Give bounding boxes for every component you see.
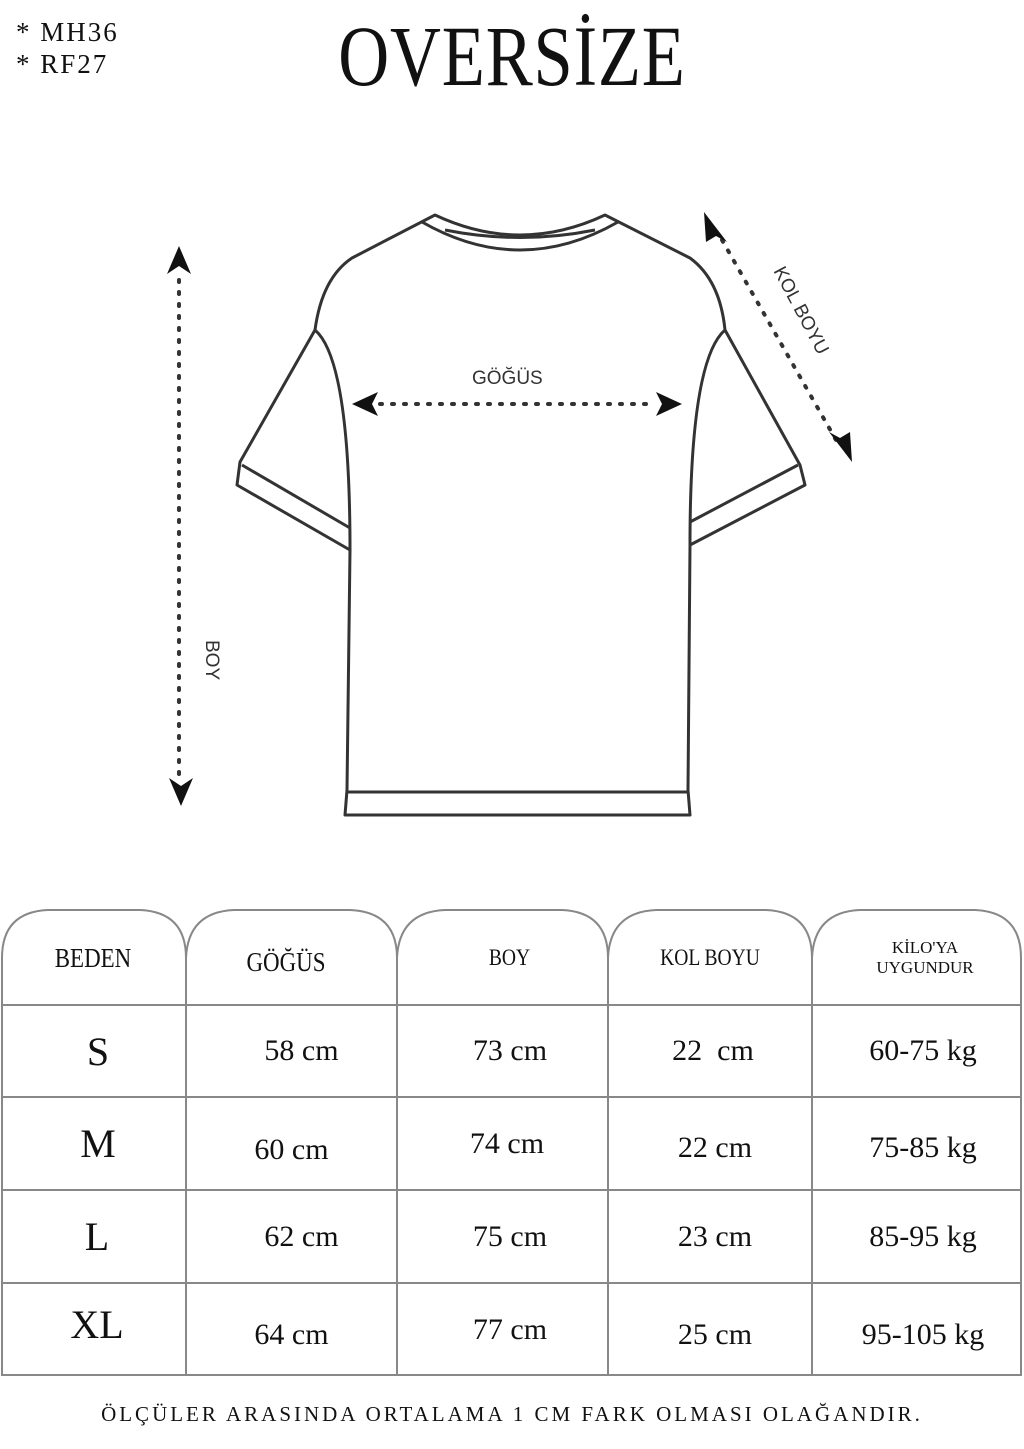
sleeve-cell: 23 cm — [677, 1219, 753, 1253]
length-cell: 74 cm — [469, 1126, 545, 1160]
tshirt-outline — [235, 213, 807, 817]
size-table: BEDEN GÖĞÜS BOY KOL BOYU KİLO'YA UYGUNDU… — [0, 908, 1024, 1378]
chest-label: GÖĞÜS — [472, 368, 543, 389]
size-cell: XL — [70, 1302, 124, 1347]
left-cuff — [241, 463, 351, 530]
product-code: * RF27 — [16, 49, 109, 79]
size-cell: L — [84, 1214, 110, 1259]
length-cell: 73 cm — [472, 1034, 548, 1067]
right-cuff — [689, 463, 799, 524]
sleeve-cell: 25 cm — [677, 1317, 753, 1351]
sleeve-cell: 22 cm — [672, 1034, 754, 1067]
chest-cell: 60 cm — [254, 1132, 329, 1166]
length-cell: 75 cm — [472, 1219, 548, 1253]
page-title: OVERSİZE — [338, 8, 686, 104]
header-kol-boyu: KOL BOYU — [660, 945, 760, 970]
chest-cell: 64 cm — [254, 1317, 329, 1351]
header-gogus: GÖĞÜS — [246, 946, 326, 977]
chest-cell: 62 cm — [264, 1219, 339, 1253]
size-cell: S — [86, 1028, 110, 1074]
header-beden: BEDEN — [54, 942, 132, 973]
product-codes: * MH36 * RF27 — [16, 16, 119, 80]
weight-cell: 95-105 kg — [861, 1317, 985, 1351]
length-cell: 77 cm — [472, 1312, 548, 1346]
sleeve-cell: 22 cm — [677, 1130, 753, 1164]
product-code: * MH36 — [16, 17, 119, 47]
footer-note: ÖLÇÜLER ARASINDA ORTALAMA 1 CM FARK OLMA… — [101, 1402, 923, 1426]
table-grid — [1, 909, 1022, 1376]
right-armhole — [688, 328, 727, 546]
header-boy: BOY — [488, 945, 531, 970]
header-kilo: KİLO'YA UYGUNDUR — [876, 938, 974, 977]
tshirt-diagram — [167, 212, 852, 817]
left-armhole — [313, 328, 352, 551]
chest-cell: 58 cm — [264, 1034, 339, 1067]
weight-cell: 85-95 kg — [869, 1219, 977, 1253]
measure-arrows — [167, 212, 852, 806]
collar — [421, 220, 619, 252]
weight-cell: 60-75 kg — [869, 1034, 977, 1067]
weight-cell: 75-85 kg — [869, 1130, 977, 1164]
size-cell: M — [80, 1121, 116, 1166]
collar-inner — [444, 228, 596, 239]
length-label: BOY — [201, 640, 222, 681]
